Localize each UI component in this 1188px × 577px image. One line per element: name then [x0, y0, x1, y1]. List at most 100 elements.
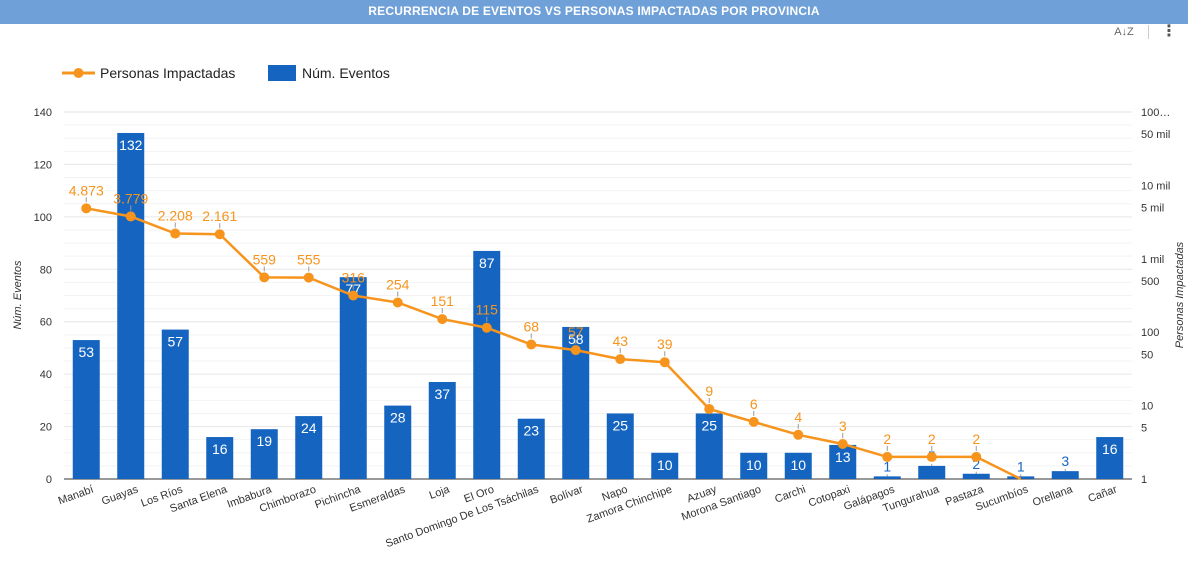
bar-data-label: 87 [479, 255, 495, 271]
line-point [392, 297, 403, 308]
bar [250, 429, 278, 479]
line-point [882, 451, 893, 462]
bar-data-label: 25 [612, 417, 628, 433]
bar-data-label: 58 [568, 331, 584, 347]
bar [428, 382, 456, 479]
x-tick-label: Zamora Chinchipe [585, 484, 674, 526]
bar [72, 340, 100, 479]
left-tick-label: 100 [34, 212, 52, 224]
left-axis-title: Núm. Eventos [12, 260, 24, 330]
line-data-label: 555 [297, 252, 321, 268]
bar [918, 465, 946, 479]
line-point [570, 345, 581, 356]
right-tick-label: 5 mil [1141, 202, 1164, 214]
line-data-label: 3.779 [113, 190, 148, 206]
bar-data-label: 1 [883, 458, 891, 474]
line-point [303, 272, 314, 283]
bar-data-label: 19 [256, 433, 272, 449]
bar-data-label: 23 [523, 423, 539, 439]
bar [740, 452, 768, 479]
line-data-label: 115 [476, 302, 499, 318]
gridlines [64, 111, 1132, 480]
line-point [748, 416, 759, 427]
line-data-label: 2.161 [202, 208, 237, 224]
legend: Personas Impactadas Núm. Eventos [62, 65, 390, 81]
toolbar-divider [1148, 25, 1149, 39]
bar-data-label: 16 [1102, 441, 1118, 457]
bar [651, 452, 679, 479]
line-point [526, 339, 537, 350]
line-data-label: 2 [972, 431, 980, 447]
line-point [615, 354, 626, 365]
bar [873, 476, 901, 479]
legend-label-personas: Personas Impactadas [100, 65, 235, 81]
bar-data-label: 10 [790, 457, 806, 473]
line-point [348, 290, 359, 301]
line-data-label: 43 [612, 333, 628, 349]
left-tick-label: 120 [34, 159, 52, 171]
line-point [793, 429, 804, 440]
line-point [214, 229, 225, 240]
bar [829, 444, 857, 479]
line-data-label: 2.208 [158, 208, 193, 224]
left-tick-label: 60 [40, 317, 52, 329]
line-data-label: 9 [705, 383, 713, 399]
bar-data-label: 53 [78, 344, 94, 360]
bar-data-label: 57 [167, 334, 183, 350]
bar [384, 405, 412, 479]
bar-data-label: 2 [972, 456, 980, 472]
bar-data-label: 1 [1017, 458, 1025, 474]
line-data-label: 254 [386, 276, 410, 292]
line-data-label: 151 [431, 293, 455, 309]
bar [695, 413, 723, 479]
x-tick-label: Cañar [1087, 483, 1120, 505]
bar-data-label: 16 [212, 441, 228, 457]
line-data-label: 4 [794, 409, 802, 425]
line-point [659, 357, 670, 368]
bar [206, 437, 234, 479]
left-tick-label: 20 [40, 422, 52, 434]
sort-az-icon[interactable]: A↓Z [1114, 26, 1134, 38]
right-tick-label: 10 mil [1141, 180, 1170, 192]
x-tick-label: Orellana [1031, 483, 1075, 509]
bar-data-label: 37 [434, 386, 450, 402]
x-tick-label: Carchi [773, 484, 807, 506]
bar [784, 452, 812, 479]
right-tick-label: 1 [1141, 474, 1147, 486]
right-tick-label: 1 mil [1141, 254, 1164, 266]
bar [117, 132, 145, 479]
bar-data-label: 24 [301, 420, 317, 436]
right-tick-label: 100 [1141, 327, 1159, 339]
bar-data-label: 13 [835, 449, 851, 465]
line-point [926, 451, 937, 462]
line-point [971, 451, 982, 462]
line-data-label: 4.873 [69, 182, 104, 198]
right-tick-label: 5 [1141, 423, 1147, 435]
x-tick-label: Manabí [57, 484, 96, 508]
line-data-label: 39 [657, 336, 673, 352]
bar [339, 277, 367, 479]
line-point [837, 438, 848, 449]
left-axis: 0 20 40 60 80 100 120 140 Núm. Eventos [12, 107, 52, 486]
left-tick-label: 140 [34, 107, 52, 119]
legend-label-eventos: Núm. Eventos [302, 65, 390, 81]
x-tick-label: Bolívar [548, 483, 585, 506]
left-tick-label: 0 [46, 474, 52, 486]
more-vert-icon[interactable]: ⋮ [1161, 23, 1177, 40]
line-point [259, 272, 270, 283]
right-tick-label: 100… [1141, 107, 1170, 119]
line-point [125, 211, 136, 222]
chart-title: RECURRENCIA DE EVENTOS VS PERSONAS IMPAC… [0, 0, 1188, 24]
left-tick-label: 40 [40, 369, 52, 381]
bar-data-label: 10 [746, 457, 762, 473]
line-data-label: 2 [883, 431, 891, 447]
bar-data-label: 132 [119, 137, 143, 153]
bar [1096, 437, 1124, 479]
line-data-label: 3 [839, 418, 847, 434]
right-tick-label: 10 [1141, 401, 1153, 413]
line-point [437, 314, 448, 325]
bar [1051, 471, 1079, 479]
bar [473, 250, 501, 479]
